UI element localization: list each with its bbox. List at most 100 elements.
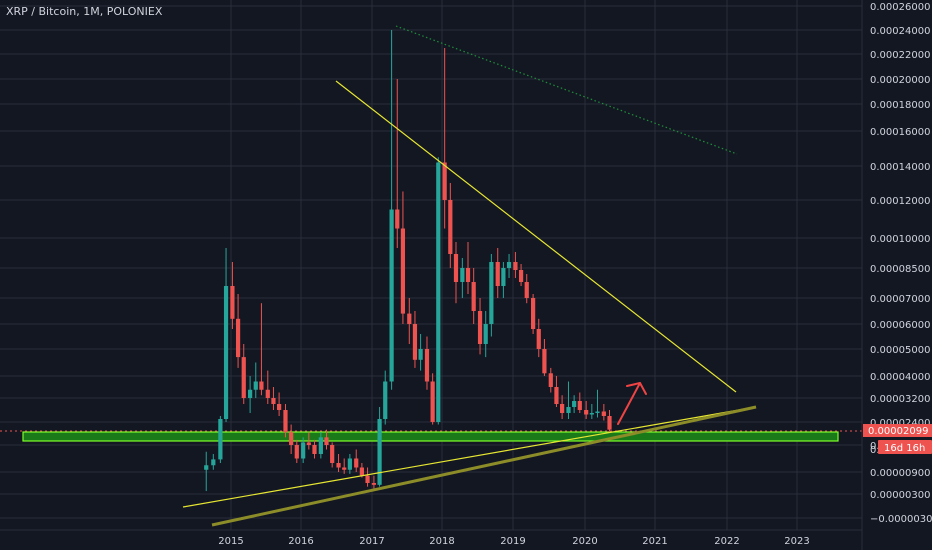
candle-body — [584, 410, 589, 415]
candle-body — [572, 401, 577, 407]
candle — [589, 404, 594, 419]
candle — [271, 387, 276, 410]
candle-body — [607, 416, 612, 430]
candle-body — [259, 381, 264, 390]
zone-layer — [0, 430, 862, 442]
candle-body — [601, 411, 606, 416]
candle — [265, 370, 270, 404]
time-tick-label: 2018 — [429, 536, 454, 547]
candle-body — [483, 324, 488, 344]
candle — [560, 395, 565, 419]
candle — [277, 392, 282, 416]
candle — [359, 463, 364, 478]
candle-body — [318, 437, 323, 454]
candle-body — [501, 268, 506, 286]
candle-body — [542, 349, 547, 374]
time-tick-label: 2021 — [642, 536, 667, 547]
candle — [566, 381, 571, 419]
candle-body — [566, 407, 571, 413]
candle — [389, 30, 394, 390]
candle-body — [548, 373, 553, 387]
candle-body — [471, 282, 476, 311]
candle — [542, 339, 547, 376]
candle-body — [477, 311, 483, 344]
candle-body — [354, 458, 359, 468]
candle — [294, 439, 299, 463]
candle-body — [306, 442, 311, 445]
candle-body — [277, 404, 282, 410]
candle-body — [312, 445, 317, 454]
time-tick-label: 2023 — [784, 536, 809, 547]
support-zone-rect — [22, 431, 839, 442]
candle — [471, 268, 476, 324]
candle — [371, 475, 377, 489]
candle — [289, 424, 294, 454]
candle — [306, 432, 311, 450]
candle — [436, 157, 441, 425]
price-tick-label: −0.00000300 — [870, 514, 932, 525]
price-axis[interactable]: 0.00026000 0.00024000 0.00022000 0.00020000… — [870, 2, 932, 525]
candle-body — [436, 162, 441, 422]
candle — [453, 242, 459, 304]
candle-body — [513, 262, 518, 270]
price-tick-label: 0.00022000 — [870, 50, 930, 61]
time-tick-label: 2017 — [359, 536, 384, 547]
candle-body — [342, 467, 347, 470]
drawing-layer — [182, 25, 757, 527]
candle — [218, 416, 223, 463]
candle — [223, 248, 229, 422]
candle — [424, 336, 430, 390]
candle — [483, 311, 488, 358]
candle — [577, 392, 582, 413]
candle — [595, 389, 600, 418]
candle-body — [595, 411, 600, 413]
candle — [518, 264, 524, 286]
last-price-box — [863, 424, 932, 437]
candle — [407, 298, 412, 344]
ascending-trendline — [182, 406, 757, 508]
candle — [477, 298, 483, 355]
candle-body — [330, 445, 335, 463]
candle-body — [465, 268, 471, 282]
candle-body — [235, 318, 241, 358]
candle-body — [560, 404, 565, 413]
candle — [241, 344, 246, 404]
candle-body — [336, 463, 341, 468]
candle-body — [400, 228, 406, 314]
candle — [465, 242, 471, 294]
candle — [531, 294, 536, 334]
candle-body — [283, 410, 288, 433]
candle-body — [412, 324, 418, 360]
time-axis[interactable]: 2015 2016 2017 2018 2019 2020 2021 2022 2023 — [218, 536, 809, 547]
candle-body — [518, 270, 524, 282]
candle-body — [230, 286, 235, 319]
candle-body — [389, 209, 394, 382]
candle — [354, 449, 359, 472]
candle-body — [531, 298, 536, 329]
price-tick-label: 0.00016000 — [870, 127, 930, 138]
descending-trendline — [335, 80, 737, 393]
candle — [400, 191, 406, 324]
candle-body — [448, 200, 453, 254]
candle — [253, 362, 258, 398]
candle-body — [442, 162, 447, 200]
candle — [442, 48, 447, 229]
candle — [513, 252, 518, 278]
candle — [601, 404, 606, 421]
candle-body — [536, 329, 541, 349]
candle-body — [289, 432, 294, 445]
dotted-resistance-line — [395, 25, 738, 155]
price-tick-label: 0.00002400 — [870, 418, 930, 429]
candle-body — [253, 381, 258, 390]
candle — [418, 334, 423, 371]
candle — [501, 262, 506, 298]
time-tick-label: 2020 — [572, 536, 597, 547]
price-tick-label: 0.00014000 — [870, 162, 930, 173]
red-up-arrow — [617, 382, 641, 425]
candle — [342, 458, 347, 474]
candle — [554, 376, 559, 407]
candle-body — [301, 442, 306, 459]
candle — [336, 454, 341, 472]
countdown-box — [878, 440, 932, 454]
